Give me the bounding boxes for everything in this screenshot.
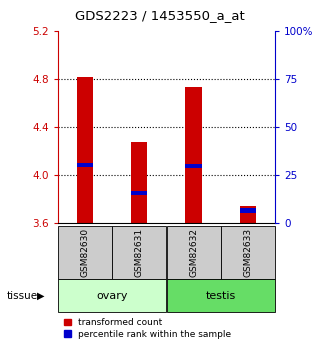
Text: testis: testis bbox=[206, 291, 236, 301]
Legend: transformed count, percentile rank within the sample: transformed count, percentile rank withi… bbox=[62, 317, 233, 341]
Bar bbox=[166, 279, 275, 312]
Bar bbox=[185, 87, 202, 223]
Text: GDS2223 / 1453550_a_at: GDS2223 / 1453550_a_at bbox=[75, 9, 245, 22]
Bar bbox=[221, 226, 275, 279]
Text: ▶: ▶ bbox=[37, 291, 44, 301]
Bar bbox=[76, 77, 93, 223]
Text: GSM82633: GSM82633 bbox=[244, 228, 252, 277]
Text: tissue: tissue bbox=[6, 291, 37, 301]
Text: GSM82630: GSM82630 bbox=[80, 228, 89, 277]
Bar bbox=[112, 226, 166, 279]
Bar bbox=[58, 226, 112, 279]
Text: GSM82631: GSM82631 bbox=[135, 228, 144, 277]
Bar bbox=[131, 142, 147, 223]
Bar bbox=[166, 226, 221, 279]
Text: ovary: ovary bbox=[96, 291, 128, 301]
Bar bbox=[240, 208, 256, 213]
Bar bbox=[185, 164, 202, 168]
Bar bbox=[58, 279, 166, 312]
Text: GSM82632: GSM82632 bbox=[189, 228, 198, 277]
Bar bbox=[131, 190, 147, 195]
Bar bbox=[240, 206, 256, 223]
Bar bbox=[76, 163, 93, 167]
